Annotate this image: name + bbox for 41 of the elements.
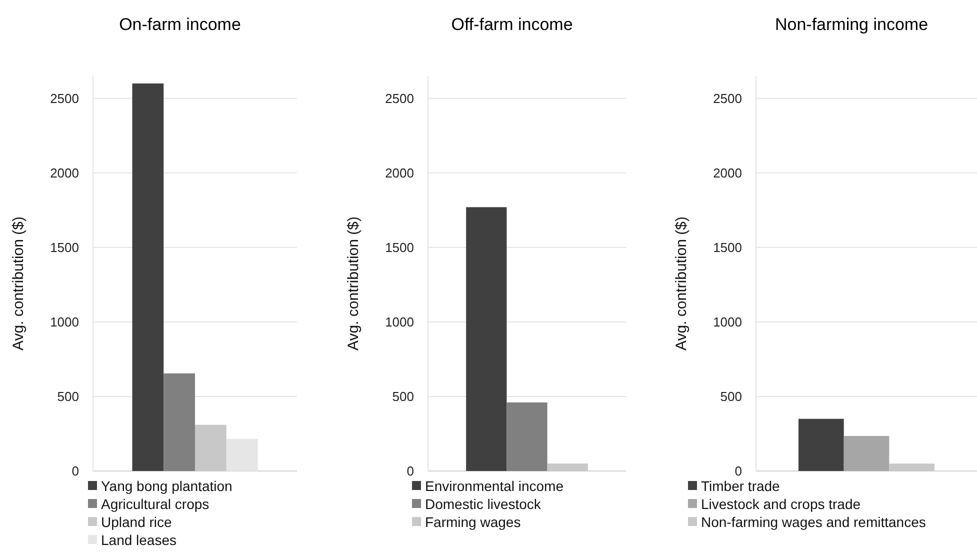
y-tick-label: 2500 xyxy=(713,90,742,106)
y-tick-label: 1500 xyxy=(385,240,414,255)
chart-title: Off-farm income xyxy=(451,15,573,34)
y-tick-label: 2500 xyxy=(385,90,414,106)
bar xyxy=(132,83,164,471)
y-tick-label: 0 xyxy=(406,464,414,479)
bar xyxy=(226,438,258,471)
legend-label: Domestic livestock xyxy=(425,496,542,512)
bar xyxy=(844,436,890,471)
y-tick-label: 2000 xyxy=(713,165,742,180)
y-axis-title: Avg. contribution ($) xyxy=(673,216,690,350)
y-tick-label: 1000 xyxy=(713,314,742,330)
chart-title: On-farm income xyxy=(119,15,241,34)
legend-label: Timber trade xyxy=(701,478,780,494)
y-tick-label: 500 xyxy=(392,389,414,404)
legend-label: Non-farming wages and remittances xyxy=(701,514,926,530)
chart-title: Non-farming income xyxy=(774,15,928,34)
legend-label: Upland rice xyxy=(101,514,172,530)
y-tick-label: 2000 xyxy=(50,165,79,180)
y-tick-label: 2500 xyxy=(50,90,79,106)
y-tick-label: 500 xyxy=(720,389,742,404)
y-tick-label: 1000 xyxy=(50,314,79,330)
legend-label: Environmental income xyxy=(425,478,564,494)
bar xyxy=(506,402,548,471)
y-tick-label: 0 xyxy=(72,464,79,479)
y-tick-label: 1500 xyxy=(713,240,742,255)
bar xyxy=(466,207,507,471)
y-tick-label: 2000 xyxy=(385,165,414,180)
legend-label: Yang bong plantation xyxy=(101,478,232,494)
y-axis-title: Avg. contribution ($) xyxy=(10,216,27,350)
y-tick-label: 1500 xyxy=(50,240,79,255)
y-axis-title: Avg. contribution ($) xyxy=(345,216,362,350)
y-tick-label: 0 xyxy=(734,464,742,479)
legend-label: Livestock and crops trade xyxy=(701,496,861,512)
legend-label: Land leases xyxy=(101,532,177,548)
y-tick-label: 1000 xyxy=(385,314,414,330)
y-tick-label: 500 xyxy=(57,389,79,404)
legend-label: Agricultural crops xyxy=(101,496,210,512)
legend-label: Farming wages xyxy=(425,514,521,530)
bar xyxy=(798,418,844,471)
bar xyxy=(164,373,195,471)
